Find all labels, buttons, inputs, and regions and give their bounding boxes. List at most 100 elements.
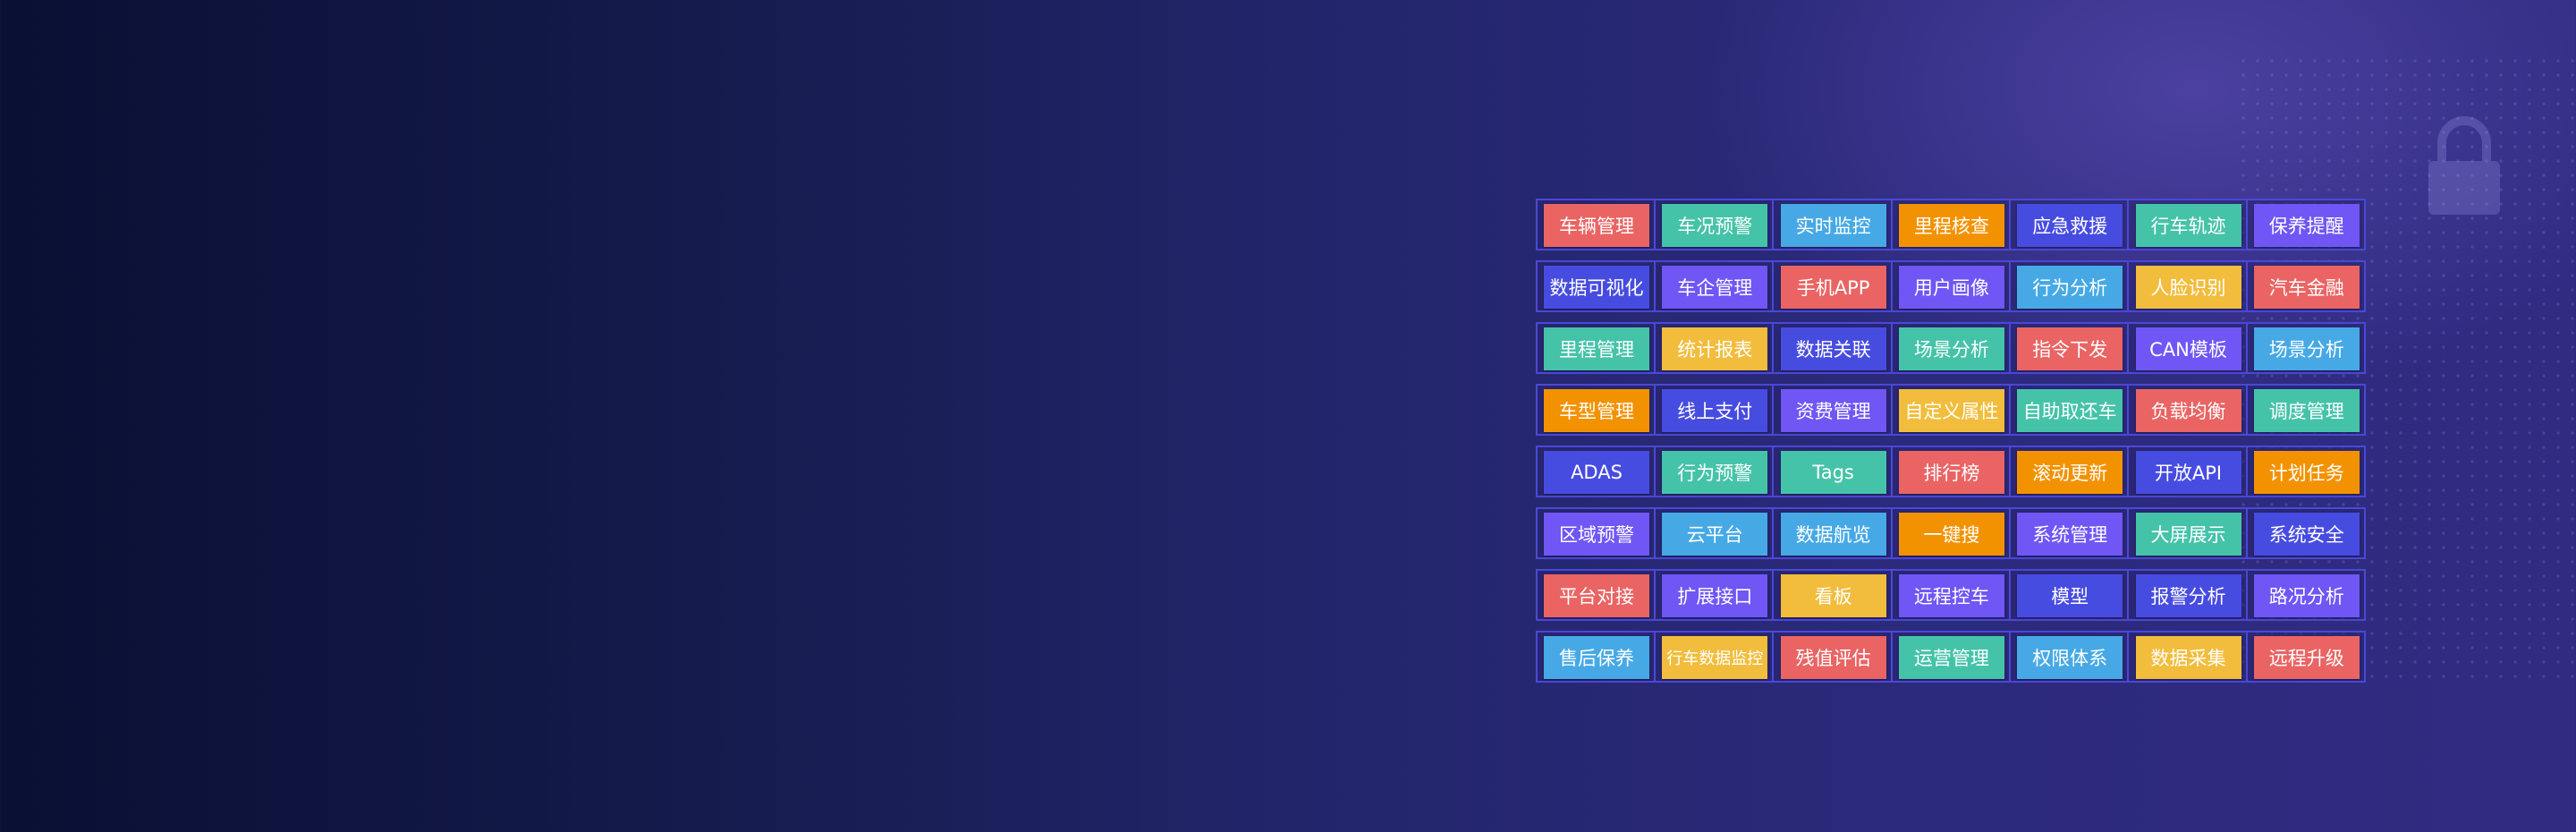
feature-tag[interactable]: 行车数据监控: [1662, 636, 1768, 679]
feature-tag[interactable]: 远程控车: [1898, 574, 2004, 617]
feature-row: ADAS 行为预警 Tags 排行榜 滚动更新 开放API 计划任务: [1536, 446, 2366, 497]
feature-cell: 车企管理: [1656, 262, 1775, 310]
feature-cell: 售后保养: [1538, 632, 1656, 681]
feature-cell: 数据关联: [1775, 324, 1893, 372]
feature-cell: 负载均衡: [2130, 386, 2248, 434]
feature-tag[interactable]: 行为分析: [2017, 266, 2123, 309]
feature-cell: 里程管理: [1538, 324, 1656, 372]
feature-cell: 汽车金融: [2248, 262, 2366, 310]
feature-cell: Tags: [1775, 447, 1893, 496]
feature-tag[interactable]: 人脸识别: [2135, 266, 2241, 309]
feature-cell: 自定义属性: [1893, 386, 2011, 434]
feature-cell: 远程升级: [2248, 632, 2366, 681]
feature-cell: 看板: [1775, 571, 1893, 619]
feature-tag[interactable]: 滚动更新: [2017, 451, 2123, 494]
feature-tag[interactable]: 行车轨迹: [2135, 204, 2241, 247]
feature-row: 数据可视化 车企管理 手机APP 用户画像 行为分析 人脸识别 汽车金融: [1536, 260, 2366, 312]
feature-cell: 数据采集: [2130, 632, 2248, 681]
feature-cell: 排行榜: [1893, 447, 2011, 496]
feature-tag[interactable]: 里程核查: [1898, 204, 2004, 247]
feature-tag[interactable]: 实时监控: [1780, 204, 1886, 247]
feature-cell: 行车数据监控: [1656, 632, 1775, 681]
feature-tag[interactable]: 车辆管理: [1544, 204, 1649, 247]
feature-tag[interactable]: Tags: [1780, 451, 1886, 494]
feature-cell: 数据可视化: [1538, 262, 1656, 310]
feature-cell: 自助取还车: [2011, 386, 2130, 434]
feature-cell: 扩展接口: [1656, 571, 1775, 619]
feature-tag[interactable]: 车况预警: [1662, 204, 1768, 247]
feature-cell: 场景分析: [2248, 324, 2366, 372]
feature-tag[interactable]: 用户画像: [1898, 266, 2004, 309]
feature-tag[interactable]: 汽车金融: [2253, 266, 2360, 309]
feature-tag[interactable]: 车型管理: [1544, 389, 1649, 432]
feature-tag[interactable]: 场景分析: [1898, 327, 2004, 370]
feature-tag[interactable]: 场景分析: [2253, 327, 2360, 370]
feature-row: 车型管理 线上支付 资费管理 自定义属性 自助取还车 负载均衡 调度管理: [1536, 384, 2366, 436]
feature-tag[interactable]: ADAS: [1544, 451, 1649, 494]
feature-cell: 滚动更新: [2011, 447, 2130, 496]
feature-tag[interactable]: 残值评估: [1780, 636, 1886, 679]
feature-tag[interactable]: 云平台: [1662, 513, 1768, 556]
feature-tag[interactable]: 统计报表: [1662, 327, 1768, 370]
feature-cell: 开放API: [2130, 447, 2248, 496]
feature-tag[interactable]: 计划任务: [2253, 451, 2360, 494]
feature-tag[interactable]: 指令下发: [2017, 327, 2123, 370]
feature-tag[interactable]: 资费管理: [1780, 389, 1886, 432]
feature-tag[interactable]: 调度管理: [2253, 389, 2360, 432]
feature-cell: 保养提醒: [2248, 200, 2366, 249]
feature-cell: CAN模板: [2130, 324, 2248, 372]
feature-cell: 行为预警: [1656, 447, 1775, 496]
feature-tag[interactable]: 系统安全: [2253, 513, 2360, 556]
feature-tag[interactable]: CAN模板: [2135, 327, 2241, 370]
feature-cell: 场景分析: [1893, 324, 2011, 372]
feature-cell: 区域预警: [1538, 509, 1656, 557]
feature-cell: 人脸识别: [2130, 262, 2248, 310]
feature-tag[interactable]: 权限体系: [2017, 636, 2123, 679]
feature-cell: 平台对接: [1538, 571, 1656, 619]
feature-tag[interactable]: 数据关联: [1780, 327, 1886, 370]
feature-cell: 大屏展示: [2130, 509, 2248, 557]
feature-cell: 里程核查: [1893, 200, 2011, 249]
feature-tag[interactable]: 车企管理: [1662, 266, 1768, 309]
feature-tag[interactable]: 自定义属性: [1898, 389, 2004, 432]
feature-tag[interactable]: 运营管理: [1898, 636, 2004, 679]
feature-tag[interactable]: 数据航览: [1780, 513, 1886, 556]
feature-tag[interactable]: 一键搜: [1898, 513, 2004, 556]
feature-tag[interactable]: 区域预警: [1544, 513, 1649, 556]
feature-tag[interactable]: 排行榜: [1898, 451, 2004, 494]
feature-cell: 模型: [2011, 571, 2130, 619]
feature-tag[interactable]: 数据采集: [2135, 636, 2241, 679]
feature-tag[interactable]: 大屏展示: [2135, 513, 2241, 556]
feature-cell: 路况分析: [2248, 571, 2366, 619]
feature-tag[interactable]: 系统管理: [2017, 513, 2123, 556]
feature-tag[interactable]: 售后保养: [1544, 636, 1649, 679]
feature-tag[interactable]: 里程管理: [1544, 327, 1649, 370]
feature-tag[interactable]: 自助取还车: [2017, 389, 2123, 432]
feature-cell: 手机APP: [1775, 262, 1893, 310]
feature-cell: 远程控车: [1893, 571, 2011, 619]
feature-tag[interactable]: 看板: [1780, 574, 1886, 617]
feature-cell: 权限体系: [2011, 632, 2130, 681]
feature-tag[interactable]: 保养提醒: [2253, 204, 2360, 247]
feature-cell: 用户画像: [1893, 262, 2011, 310]
feature-tag[interactable]: 模型: [2017, 574, 2123, 617]
feature-tag[interactable]: 手机APP: [1780, 266, 1886, 309]
feature-cell: 线上支付: [1656, 386, 1775, 434]
feature-cell: 云平台: [1656, 509, 1775, 557]
feature-tag[interactable]: 负载均衡: [2135, 389, 2241, 432]
feature-tag[interactable]: 路况分析: [2253, 574, 2360, 617]
feature-tag[interactable]: 行为预警: [1662, 451, 1768, 494]
feature-cell: 统计报表: [1656, 324, 1775, 372]
feature-tag[interactable]: 平台对接: [1544, 574, 1649, 617]
feature-tag[interactable]: 报警分析: [2135, 574, 2241, 617]
feature-tag[interactable]: 线上支付: [1662, 389, 1768, 432]
feature-tag[interactable]: 扩展接口: [1662, 574, 1768, 617]
feature-cell: 调度管理: [2248, 386, 2366, 434]
feature-tag[interactable]: 应急救援: [2017, 204, 2123, 247]
lock-icon: [2428, 116, 2500, 215]
feature-tag[interactable]: 远程升级: [2253, 636, 2360, 679]
feature-row: 里程管理 统计报表 数据关联 场景分析 指令下发 CAN模板 场景分析: [1536, 322, 2366, 374]
feature-tag[interactable]: 开放API: [2135, 451, 2241, 494]
feature-tag[interactable]: 数据可视化: [1544, 266, 1649, 309]
feature-cell: 一键搜: [1893, 509, 2011, 557]
